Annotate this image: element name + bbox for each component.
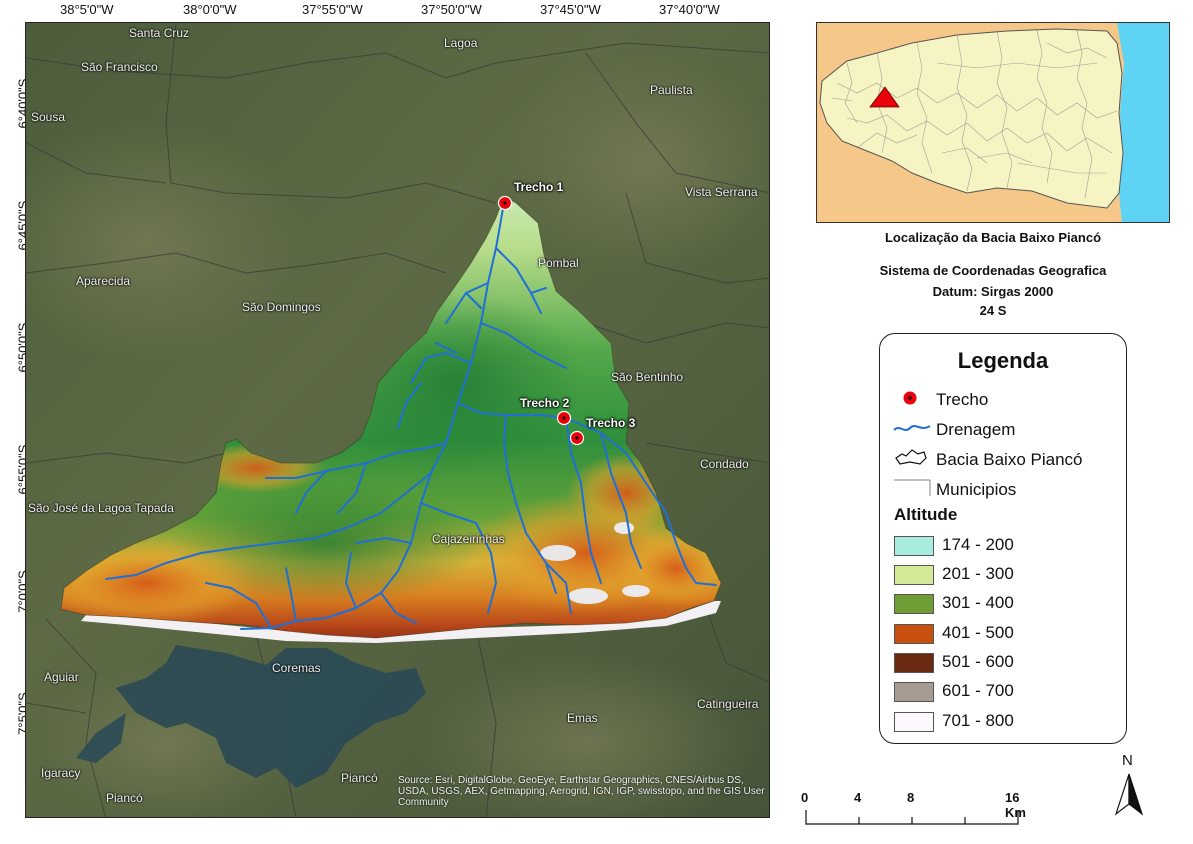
legend-title: Legenda xyxy=(957,348,1049,373)
altitude-label: 601 - 700 xyxy=(942,681,1014,700)
inset-caption: Localização da Bacia Baixo Piancó xyxy=(884,230,1102,245)
north-arrow-icon: N xyxy=(1112,752,1146,822)
town-label: São Bentinho xyxy=(611,370,684,384)
zone-label: 24 S xyxy=(979,303,1007,318)
town-label: Igaracy xyxy=(41,766,81,780)
scale-label: 8 xyxy=(907,790,915,805)
longitude-label: 37°40'0"W xyxy=(659,2,720,17)
basin-location-marker xyxy=(869,86,900,108)
legend-label: Bacia Baixo Piancó xyxy=(936,449,1083,469)
legend-item-trecho: Trecho xyxy=(892,388,988,413)
town-label: São José da Lagoa Tapada xyxy=(28,501,174,515)
coordinate-system-label: Sistema de Coordenadas Geografica xyxy=(879,263,1107,278)
altitude-swatch xyxy=(894,536,934,556)
north-label: N xyxy=(1122,752,1133,769)
town-label: Vista Serrana xyxy=(685,185,758,199)
town-label: Emas xyxy=(567,711,598,725)
scale-label: 16 Km xyxy=(1005,790,1026,820)
longitude-label: 37°55'0"W xyxy=(302,2,363,17)
town-label: Pombal xyxy=(538,256,579,270)
altitude-label: 701 - 800 xyxy=(942,711,1014,730)
legend-item-bacia: Bacia Baixo Piancó xyxy=(892,448,1082,473)
basemap-credits: Source: Esri, DigitalGlobe, GeoEye, Eart… xyxy=(398,775,765,808)
town-label: Aguiar xyxy=(44,670,79,684)
basin-outline-icon xyxy=(892,448,936,473)
trecho-points xyxy=(497,195,585,446)
altitude-swatch xyxy=(894,653,934,673)
altitude-swatch xyxy=(894,712,934,732)
map-canvas xyxy=(26,23,769,817)
location-inset-map[interactable] xyxy=(816,22,1170,223)
town-label: Aparecida xyxy=(76,274,131,288)
legend-item-municipios: Municipios xyxy=(892,478,1016,503)
drainage-line-icon xyxy=(892,418,936,443)
town-label: Sousa xyxy=(31,110,66,124)
longitude-label: 37°50'0"W xyxy=(421,2,482,17)
legend-label: Trecho xyxy=(936,389,989,409)
altitude-swatch xyxy=(894,624,934,644)
main-map[interactable]: Santa Cruz São Francisco Lagoa Paulista … xyxy=(25,22,770,818)
altitude-label: 401 - 500 xyxy=(942,623,1014,642)
longitude-label: 37°45'0"W xyxy=(540,2,601,17)
scale-label: 4 xyxy=(854,790,862,805)
legend-item-drenagem: Drenagem xyxy=(892,418,1015,443)
municipality-line-icon xyxy=(892,478,936,503)
scale-label: 0 xyxy=(801,790,809,805)
altitude-swatch xyxy=(894,565,934,585)
altitude-swatch xyxy=(894,594,934,614)
town-label: Catingueira xyxy=(697,697,759,711)
town-label: Coremas xyxy=(272,661,321,675)
datum-label: Datum: Sirgas 2000 xyxy=(932,284,1054,299)
legend-label: Drenagem xyxy=(936,419,1016,439)
town-label: Piancó xyxy=(106,791,143,805)
town-label: São Domingos xyxy=(242,300,321,314)
town-label: Piancó xyxy=(341,771,378,785)
altitude-title: Altitude xyxy=(894,505,958,524)
trecho-3-label: Trecho 3 xyxy=(586,416,636,430)
town-label: São Francisco xyxy=(81,60,158,74)
longitude-label: 38°0'0"W xyxy=(183,2,237,17)
altitude-label: 201 - 300 xyxy=(942,564,1014,583)
town-label: Cajazeirinhas xyxy=(432,532,505,546)
inset-canvas xyxy=(817,23,1169,222)
altitude-swatch xyxy=(894,682,934,702)
town-label: Santa Cruz xyxy=(129,26,190,40)
longitude-label: 38°5'0"W xyxy=(60,2,114,17)
altitude-label: 174 - 200 xyxy=(942,535,1014,554)
trecho-1-label: Trecho 1 xyxy=(514,180,564,194)
legend-panel: Legenda Trecho Drenagem Bacia Baixo Pian… xyxy=(879,333,1127,744)
town-label: Lagoa xyxy=(444,36,478,50)
altitude-label: 301 - 400 xyxy=(942,593,1014,612)
legend-label: Municipios xyxy=(936,479,1017,499)
altitude-label: 501 - 600 xyxy=(942,652,1014,671)
scale-bar: 0 4 8 16 Km xyxy=(800,790,1030,830)
trecho-2-label: Trecho 2 xyxy=(520,396,570,410)
town-label: Condado xyxy=(700,457,749,471)
trecho-point-icon xyxy=(892,388,936,413)
town-label: Paulista xyxy=(650,83,693,97)
